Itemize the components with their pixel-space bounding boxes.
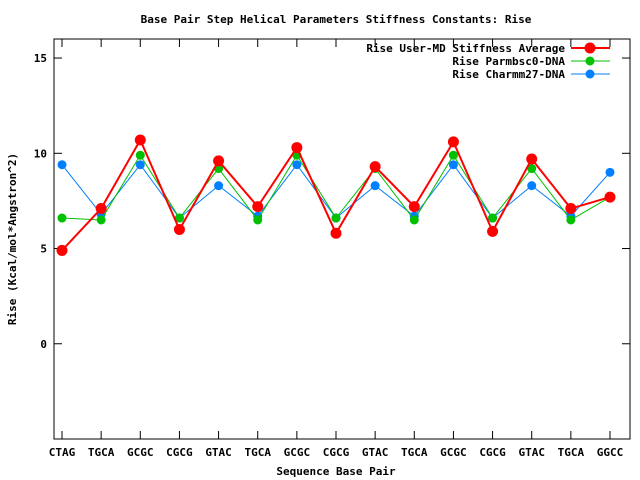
data-point — [57, 160, 67, 170]
series-layer — [56, 134, 616, 256]
data-point — [330, 227, 342, 239]
x-axis: CTAG TGCA GCGC CGCG GTAC TGCA GCGC CGCG GTAC TGCA… — [49, 39, 624, 459]
x-tick-label: CGCG — [479, 446, 506, 459]
data-point — [448, 160, 458, 170]
data-point — [605, 167, 615, 177]
data-point — [447, 136, 459, 148]
x-tick-label: CGCG — [166, 446, 193, 459]
data-point — [448, 150, 458, 160]
data-point — [370, 181, 380, 191]
x-tick-label: GTAC — [362, 446, 389, 459]
data-point — [96, 215, 106, 225]
legend-marker — [585, 69, 595, 79]
data-point — [291, 142, 303, 154]
chart-title: Base Pair Step Helical Parameters Stiffn… — [141, 13, 532, 26]
x-tick-label: GCGC — [284, 446, 311, 459]
x-tick-label: TGCA — [88, 446, 115, 459]
y-tick-label: 5 — [40, 243, 47, 256]
data-point — [135, 160, 145, 170]
data-point — [214, 181, 224, 191]
data-point — [369, 161, 381, 173]
x-tick-label: GGCC — [597, 446, 624, 459]
data-point — [135, 150, 145, 160]
data-point — [408, 201, 420, 213]
data-point — [488, 213, 498, 223]
data-point — [566, 215, 576, 225]
data-point — [253, 215, 263, 225]
y-axis: 0 5 10 15 — [34, 52, 630, 351]
data-point — [565, 203, 577, 215]
data-point — [604, 191, 616, 203]
y-axis-label: Rise (Kcal/mol*Angstron^2) — [6, 153, 19, 325]
data-point — [331, 213, 341, 223]
x-tick-label: GCGC — [127, 446, 154, 459]
plot-frame — [53, 38, 631, 440]
x-tick-label: GCGC — [440, 446, 467, 459]
data-point — [252, 201, 264, 213]
data-point — [527, 181, 537, 191]
data-point — [526, 153, 538, 165]
x-tick-label: CTAG — [49, 446, 76, 459]
data-point — [173, 223, 185, 235]
series-0 — [56, 134, 616, 256]
data-point — [95, 203, 107, 215]
data-point — [134, 134, 146, 146]
x-tick-label: GTAC — [205, 446, 232, 459]
data-point — [57, 213, 67, 223]
data-point — [409, 215, 419, 225]
x-tick-label: TGCA — [558, 446, 585, 459]
legend-label: Rise Charmm27-DNA — [452, 68, 565, 81]
data-point — [174, 213, 184, 223]
data-point — [487, 225, 499, 237]
data-point — [527, 164, 537, 174]
x-tick-label: TGCA — [244, 446, 271, 459]
legend-label: Rise Parmbsc0-DNA — [452, 55, 565, 68]
legend-marker — [585, 56, 595, 66]
y-tick-label: 0 — [40, 338, 47, 351]
x-tick-label: CGCG — [323, 446, 350, 459]
legend-marker — [584, 42, 596, 54]
data-point — [213, 155, 225, 167]
legend-label: Rise User-MD Stiffness Average — [366, 42, 565, 55]
y-tick-label: 15 — [34, 52, 47, 65]
y-tick-label: 10 — [34, 147, 47, 160]
x-axis-label: Sequence Base Pair — [276, 465, 396, 478]
x-tick-label: TGCA — [401, 446, 428, 459]
data-point — [292, 160, 302, 170]
x-tick-label: GTAC — [518, 446, 545, 459]
data-point — [56, 244, 68, 256]
